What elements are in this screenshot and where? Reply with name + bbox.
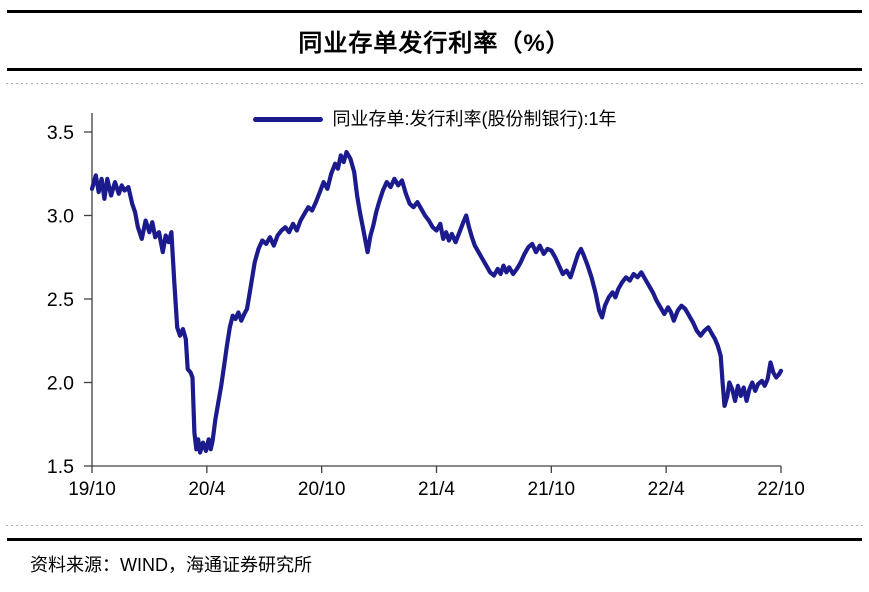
y-tick-label: 2.5 — [47, 289, 74, 311]
y-tick-label: 3.5 — [47, 122, 74, 144]
title-bar: 同业存单发行利率（%） — [0, 13, 869, 68]
chart-panel: 3.5 3.0 2.5 2.0 1.5 19/10 20/4 20/10 21/4 21/10 22… — [0, 83, 869, 526]
rate-line — [89, 149, 784, 455]
x-tick-label: 22/10 — [757, 479, 805, 500]
x-tick-label: 22/4 — [648, 479, 685, 500]
x-tick-label: 21/10 — [528, 479, 576, 500]
y-tick-label: 2.0 — [47, 373, 74, 395]
chart-title: 同业存单发行利率（%） — [298, 30, 571, 57]
x-tick-label: 20/10 — [298, 479, 346, 500]
footer-rule — [7, 538, 862, 541]
legend-line-swatch — [252, 117, 323, 123]
y-tick-label: 3.0 — [47, 206, 74, 228]
x-tick-label: 19/10 — [68, 479, 116, 500]
chart-legend: 同业存单:发行利率(股份制银行):1年 — [0, 109, 869, 131]
top-rule — [7, 10, 862, 13]
x-tick-label: 21/4 — [418, 479, 455, 500]
x-tick-label: 20/4 — [188, 479, 225, 500]
y-tick-label: 1.5 — [47, 456, 74, 478]
legend-label: 同业存单:发行利率(股份制银行):1年 — [332, 109, 617, 129]
title-bottom-rule — [7, 68, 862, 71]
line-chart: 3.5 3.0 2.5 2.0 1.519/10 20/4 20/10 21/4 21/10 22… — [6, 83, 863, 526]
source-note: 资料来源：WIND，海通证券研究所 — [30, 555, 312, 575]
